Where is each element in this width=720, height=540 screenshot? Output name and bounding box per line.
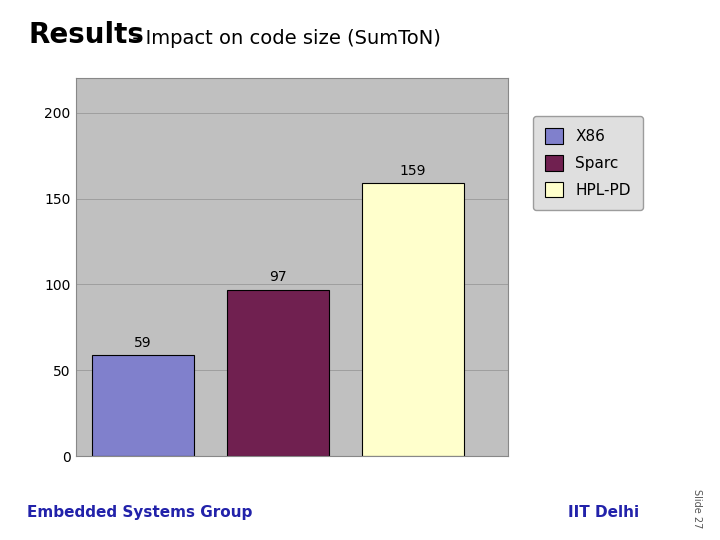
Bar [228, 289, 329, 456]
Text: 97: 97 [269, 271, 287, 285]
Text: - Impact on code size (SumToN): - Impact on code size (SumToN) [126, 29, 441, 48]
Text: Embedded Systems Group: Embedded Systems Group [27, 504, 252, 519]
Text: IIT Delhi: IIT Delhi [568, 504, 639, 519]
Bar [92, 355, 194, 456]
Bar [362, 183, 464, 456]
Text: Slide 27: Slide 27 [692, 489, 701, 528]
Text: Results: Results [29, 21, 145, 49]
Text: 159: 159 [400, 164, 426, 178]
Text: 59: 59 [135, 336, 152, 350]
Legend: X86, Sparc, HPL-PD: X86, Sparc, HPL-PD [533, 116, 643, 210]
